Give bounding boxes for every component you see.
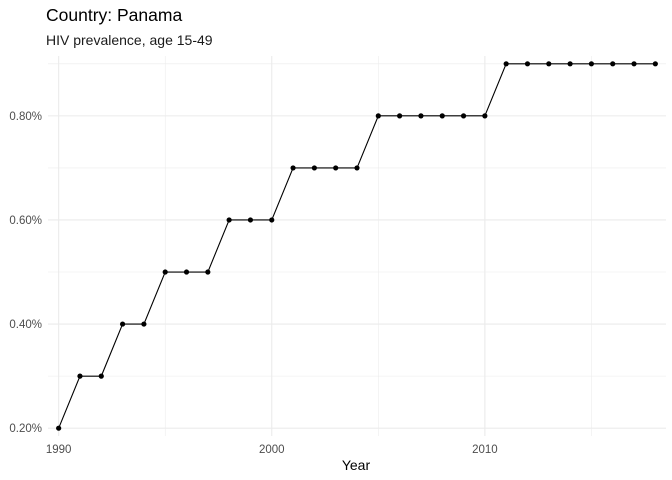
- data-point: [119, 321, 126, 327]
- data-point: [56, 425, 62, 431]
- chart-title: Country: Panama: [46, 5, 183, 25]
- data-point: [588, 61, 595, 67]
- data-point: [269, 217, 275, 223]
- y-tick-label: 0.60%: [9, 215, 42, 227]
- data-point: [290, 165, 296, 171]
- data-point: [652, 61, 658, 67]
- data-point: [482, 113, 488, 119]
- y-tick-label: 0.20%: [9, 423, 42, 435]
- data-point: [418, 113, 424, 119]
- data-point: [503, 61, 509, 67]
- x-tick-label: 2010: [472, 444, 498, 456]
- x-tick-label: 1990: [46, 444, 72, 456]
- y-axis-tick-labels: 0.20% 0.40% 0.60% 0.80%: [9, 111, 42, 435]
- data-point: [183, 269, 190, 275]
- data-point: [439, 113, 445, 119]
- data-point: [205, 269, 211, 275]
- major-gridlines: [48, 56, 666, 436]
- chart-subtitle: HIV prevalence, age 15-49: [46, 32, 213, 48]
- data-point: [77, 373, 83, 379]
- x-axis-tick-labels: 1990 2000 2010: [46, 444, 498, 456]
- data-point: [226, 217, 232, 223]
- data-point: [247, 217, 254, 223]
- series-group: [56, 61, 658, 431]
- data-point: [546, 61, 552, 67]
- data-point: [631, 61, 637, 67]
- minor-gridlines: [48, 56, 666, 436]
- series-line: [58, 63, 656, 429]
- data-point: [141, 321, 147, 327]
- data-point: [610, 61, 616, 67]
- data-point: [98, 373, 104, 379]
- data-point: [333, 165, 339, 171]
- y-tick-label: 0.40%: [9, 319, 42, 331]
- data-point: [524, 61, 531, 67]
- data-point: [375, 113, 381, 119]
- x-axis-title: Year: [342, 457, 371, 473]
- data-point: [162, 269, 168, 275]
- data-point: [567, 61, 573, 67]
- data-point: [397, 113, 403, 119]
- y-tick-label: 0.80%: [9, 111, 42, 123]
- data-point: [311, 165, 317, 171]
- data-point: [460, 113, 467, 119]
- x-tick-label: 2000: [259, 444, 285, 456]
- data-point: [354, 165, 360, 171]
